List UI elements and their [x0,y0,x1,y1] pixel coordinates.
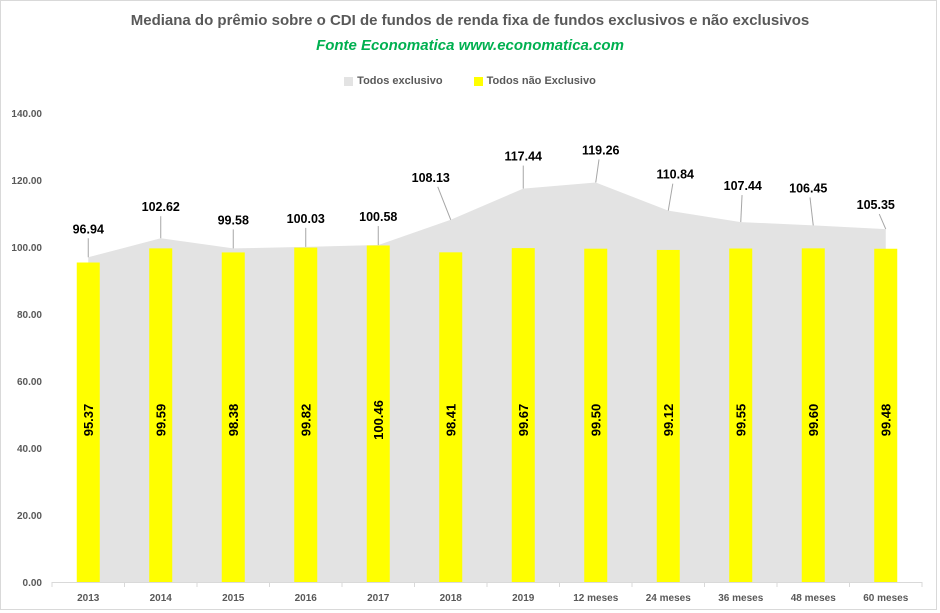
bar-nao-exclusivo [439,252,463,582]
bar-data-label: 99.59 [153,404,168,437]
area-data-label: 99.58 [218,213,249,227]
bar-nao-exclusivo [294,247,318,582]
data-label-leader-line [878,213,887,230]
bar-data-label: 98.38 [226,404,241,437]
x-tick-label: 2013 [77,593,100,604]
x-tick-label: 2014 [150,593,173,604]
area-series-exclusivo [88,182,886,582]
bar-data-label: 99.67 [516,404,531,437]
bar-nao-exclusivo [149,248,173,582]
bar-data-label: 99.60 [806,404,821,437]
bar-data-label: 99.12 [661,404,676,437]
bar-nao-exclusivo [801,248,825,582]
x-tick-label: 2018 [440,593,463,604]
bar-data-label: 99.48 [878,404,893,437]
data-label-leader-line [595,159,600,183]
bar-nao-exclusivo [874,248,898,582]
bar-nao-exclusivo [76,262,100,582]
y-tick-label: 80.00 [17,310,42,321]
x-tick-label: 36 meses [718,593,763,604]
legend-label-exclusivo: Todos exclusivo [357,75,443,87]
bar-data-label: 95.37 [81,404,96,437]
bar-nao-exclusivo [221,252,245,582]
data-label-leader-line [809,197,814,226]
bar-data-label: 99.50 [588,404,603,437]
y-tick-label: 120.00 [11,176,42,187]
bar-nao-exclusivo [729,248,753,582]
legend-item-nao-exclusivo: Todos não Exclusivo [473,75,596,87]
bar-nao-exclusivo [511,248,535,582]
legend: Todos exclusivo Todos não Exclusivo [0,75,940,89]
x-tick-label: 60 meses [863,593,908,604]
x-tick-label: 2017 [367,593,390,604]
bar-data-label: 99.55 [733,404,748,437]
data-label-leader-line [437,186,452,220]
bar-data-label: 98.41 [443,404,458,437]
data-label-leader-line [740,195,743,223]
bar-nao-exclusivo [656,249,680,582]
area-data-label: 105.35 [857,198,895,212]
x-tick-label: 48 meses [791,593,836,604]
area-data-label: 102.62 [142,200,180,214]
area-data-label: 100.03 [287,212,325,226]
x-tick-label: 12 meses [573,593,618,604]
area-data-label: 100.58 [359,210,397,224]
bar-data-label: 99.82 [298,404,313,437]
x-tick-label: 24 meses [646,593,691,604]
area-data-label: 108.13 [412,171,450,185]
area-data-label: 119.26 [582,143,620,157]
chart-title: Mediana do prêmio sobre o CDI de fundos … [130,12,810,29]
area-data-label: 106.45 [789,181,827,195]
y-tick-label: 40.00 [17,444,42,455]
data-label-leader-line [667,183,674,211]
x-tick-label: 2019 [512,593,535,604]
y-tick-label: 100.00 [11,243,42,254]
x-tick-label: 2016 [295,593,318,604]
area-data-label: 110.84 [656,168,694,182]
bar-nao-exclusivo [584,248,608,583]
legend-item-exclusivo: Todos exclusivo [344,75,443,87]
y-tick-label: 20.00 [17,511,42,522]
y-tick-label: 140.00 [11,109,42,120]
x-tick-label: 2015 [222,593,245,604]
area-data-label: 117.44 [504,150,542,164]
area-data-label: 96.94 [73,222,104,236]
chart-subtitle: Fonte Economatica www.economatica.com [316,37,624,54]
legend-label-nao-exclusivo: Todos não Exclusivo [486,75,596,87]
legend-swatch-nao-exclusivo [473,76,483,86]
bar-data-label: 100.46 [371,400,386,440]
area-data-label: 107.44 [724,179,762,193]
y-tick-label: 0.00 [23,578,43,589]
legend-swatch-exclusivo [344,76,354,86]
y-tick-label: 60.00 [17,377,42,388]
bar-nao-exclusivo [366,245,390,583]
